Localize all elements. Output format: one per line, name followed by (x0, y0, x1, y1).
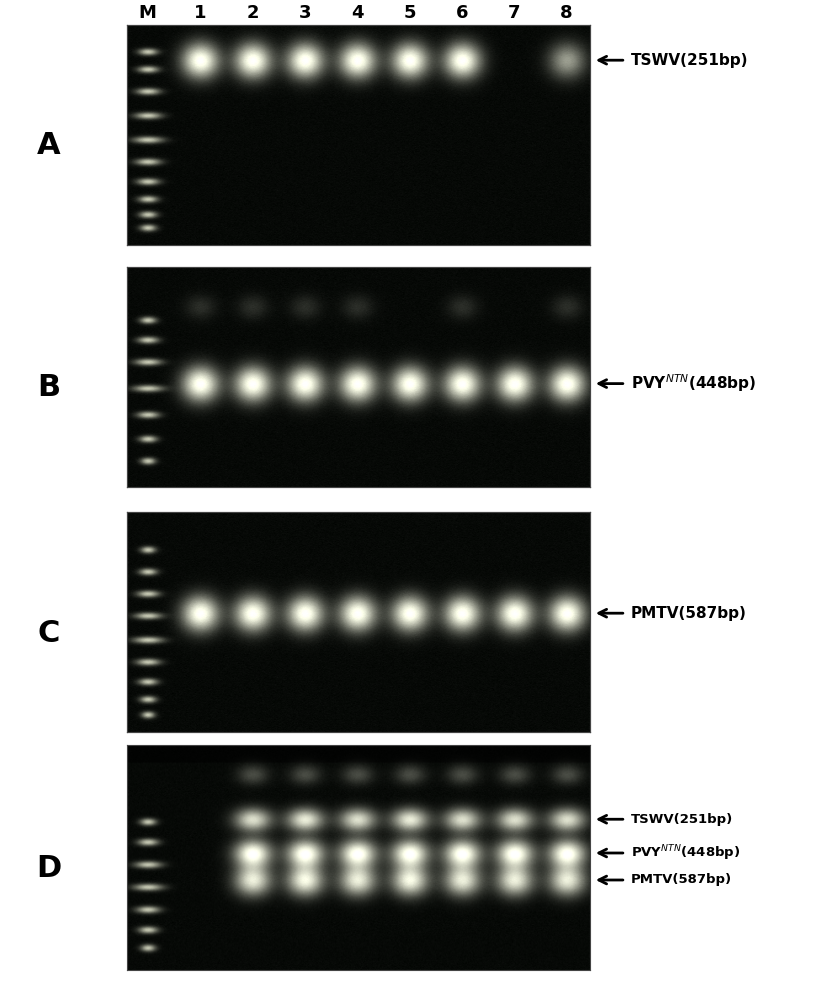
Text: PVY$^{NTN}$(448bp): PVY$^{NTN}$(448bp) (631, 373, 756, 394)
Text: 6: 6 (455, 4, 468, 22)
Text: A: A (38, 131, 61, 160)
Text: 4: 4 (351, 4, 364, 22)
Text: B: B (38, 373, 61, 402)
Text: 1: 1 (194, 4, 206, 22)
Text: D: D (37, 854, 61, 883)
Text: 2: 2 (247, 4, 259, 22)
Text: M: M (139, 4, 156, 22)
Text: PMTV(587bp): PMTV(587bp) (631, 606, 746, 621)
Text: 3: 3 (299, 4, 311, 22)
Text: 8: 8 (560, 4, 572, 22)
Text: 7: 7 (508, 4, 520, 22)
Text: TSWV(251bp): TSWV(251bp) (631, 813, 733, 826)
Text: 5: 5 (403, 4, 416, 22)
Text: PMTV(587bp): PMTV(587bp) (631, 874, 731, 886)
Text: PVY$^{NTN}$(448bp): PVY$^{NTN}$(448bp) (631, 843, 740, 863)
Text: TSWV(251bp): TSWV(251bp) (631, 53, 748, 68)
Text: C: C (38, 618, 61, 648)
